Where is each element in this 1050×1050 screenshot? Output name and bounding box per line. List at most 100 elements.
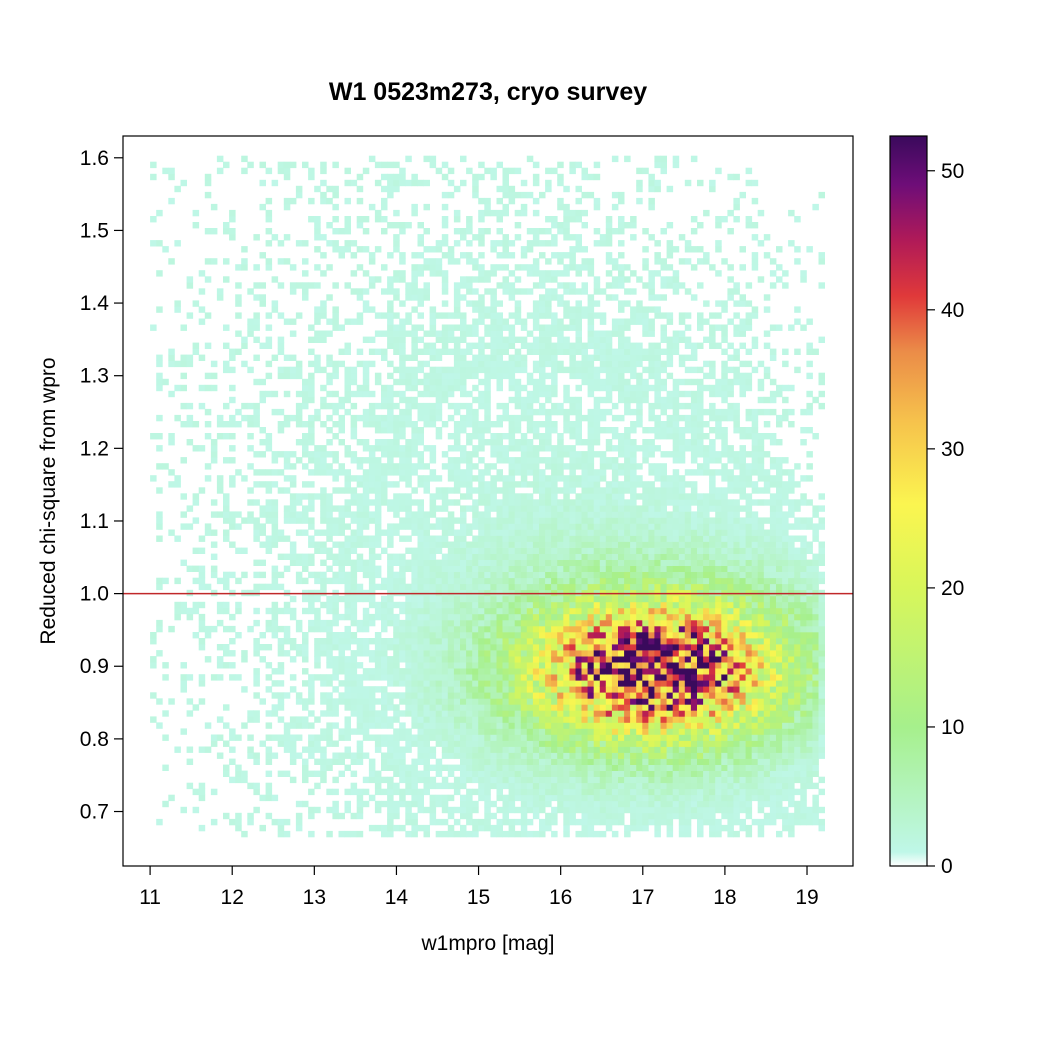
heat-cell xyxy=(526,638,534,645)
heat-cell xyxy=(624,638,631,645)
heat-cell xyxy=(532,408,540,416)
heat-cell xyxy=(216,662,224,669)
heat-cell xyxy=(441,607,449,615)
heat-cell xyxy=(229,348,236,355)
heat-cell xyxy=(484,402,491,410)
heat-cell xyxy=(253,758,260,765)
heat-cell xyxy=(295,457,303,464)
heat-cell xyxy=(636,722,643,729)
heat-cell xyxy=(259,252,266,259)
heat-cell xyxy=(411,372,418,380)
heat-cell xyxy=(453,662,461,669)
heat-cell xyxy=(526,228,534,235)
heat-cell xyxy=(466,463,473,470)
heat-cell xyxy=(162,378,169,386)
heat-cell xyxy=(502,553,509,560)
heat-cell xyxy=(441,451,449,458)
heat-cell xyxy=(581,246,588,253)
heat-cell xyxy=(569,445,576,452)
heat-cell xyxy=(484,656,491,663)
heat-cell xyxy=(624,758,631,765)
heat-cell xyxy=(490,240,497,247)
heat-cell xyxy=(581,830,588,838)
heat-cell xyxy=(636,692,643,699)
heat-cell xyxy=(466,348,473,355)
heat-cell xyxy=(399,228,406,235)
heat-cell xyxy=(253,481,260,488)
heat-cell xyxy=(569,433,576,440)
heat-cell xyxy=(551,607,558,615)
heat-cell xyxy=(624,830,631,838)
heat-cell xyxy=(593,330,601,337)
heat-cell xyxy=(271,234,279,241)
heat-cell xyxy=(362,523,370,530)
heat-cell xyxy=(447,680,455,687)
heat-cell xyxy=(514,222,522,229)
heat-cell xyxy=(599,818,607,826)
heat-cell xyxy=(344,668,351,675)
heat-cell xyxy=(320,336,327,343)
heat-cell xyxy=(326,294,333,301)
heat-cell xyxy=(241,342,248,349)
heat-cell xyxy=(320,421,327,428)
heat-cell xyxy=(229,674,236,681)
heat-cell xyxy=(308,812,315,820)
heat-cell xyxy=(186,698,194,705)
heat-cell xyxy=(344,505,351,512)
heat-cell xyxy=(441,378,449,386)
heat-cell xyxy=(223,571,230,579)
heat-cell xyxy=(441,553,449,560)
heat-cell xyxy=(599,758,607,765)
heat-cell xyxy=(368,336,376,343)
heat-cell xyxy=(532,692,540,699)
heat-cell xyxy=(514,191,522,199)
heat-cell xyxy=(204,475,212,482)
heat-cell xyxy=(557,752,564,759)
heat-cell xyxy=(496,378,503,386)
heat-cell xyxy=(435,517,443,524)
heat-cell xyxy=(332,613,339,621)
heat-cell xyxy=(563,348,570,355)
heat-cell xyxy=(326,680,333,687)
heat-cell xyxy=(326,185,333,193)
heat-cell xyxy=(539,752,546,759)
heat-cell xyxy=(605,601,613,609)
heat-cell xyxy=(435,764,443,771)
heat-cell xyxy=(599,746,607,753)
heat-cell xyxy=(423,282,430,289)
heat-cell xyxy=(453,734,461,741)
heat-cell xyxy=(253,414,260,422)
heat-cell xyxy=(472,499,479,506)
heat-cell xyxy=(618,517,625,524)
heat-cell xyxy=(162,800,169,808)
heat-cell xyxy=(229,662,236,669)
heat-cell xyxy=(156,583,163,591)
heat-cell xyxy=(545,770,552,777)
heat-cell xyxy=(624,318,631,325)
heat-cell xyxy=(338,252,345,259)
heat-cell xyxy=(508,746,516,753)
heat-cell xyxy=(356,752,364,759)
heat-cell xyxy=(229,728,236,735)
heat-cell xyxy=(411,451,418,458)
heat-cell xyxy=(539,306,546,313)
heat-cell xyxy=(350,402,358,410)
heat-cell xyxy=(532,830,540,838)
heat-cell xyxy=(344,481,351,488)
heat-cell xyxy=(532,469,540,476)
heat-cell xyxy=(539,535,546,542)
heat-cell xyxy=(569,601,576,609)
heat-cell xyxy=(545,752,552,759)
heat-cell xyxy=(605,336,613,343)
heat-cell xyxy=(387,704,394,711)
heat-cell xyxy=(569,541,576,548)
heat-cell xyxy=(223,360,230,368)
heat-cell xyxy=(581,722,588,729)
heat-cell xyxy=(314,770,321,777)
heat-cell xyxy=(605,577,613,585)
heat-cell xyxy=(235,421,242,428)
heat-cell xyxy=(223,228,230,235)
heat-cell xyxy=(624,794,631,802)
heat-cell xyxy=(223,625,230,633)
heat-cell xyxy=(332,451,339,458)
